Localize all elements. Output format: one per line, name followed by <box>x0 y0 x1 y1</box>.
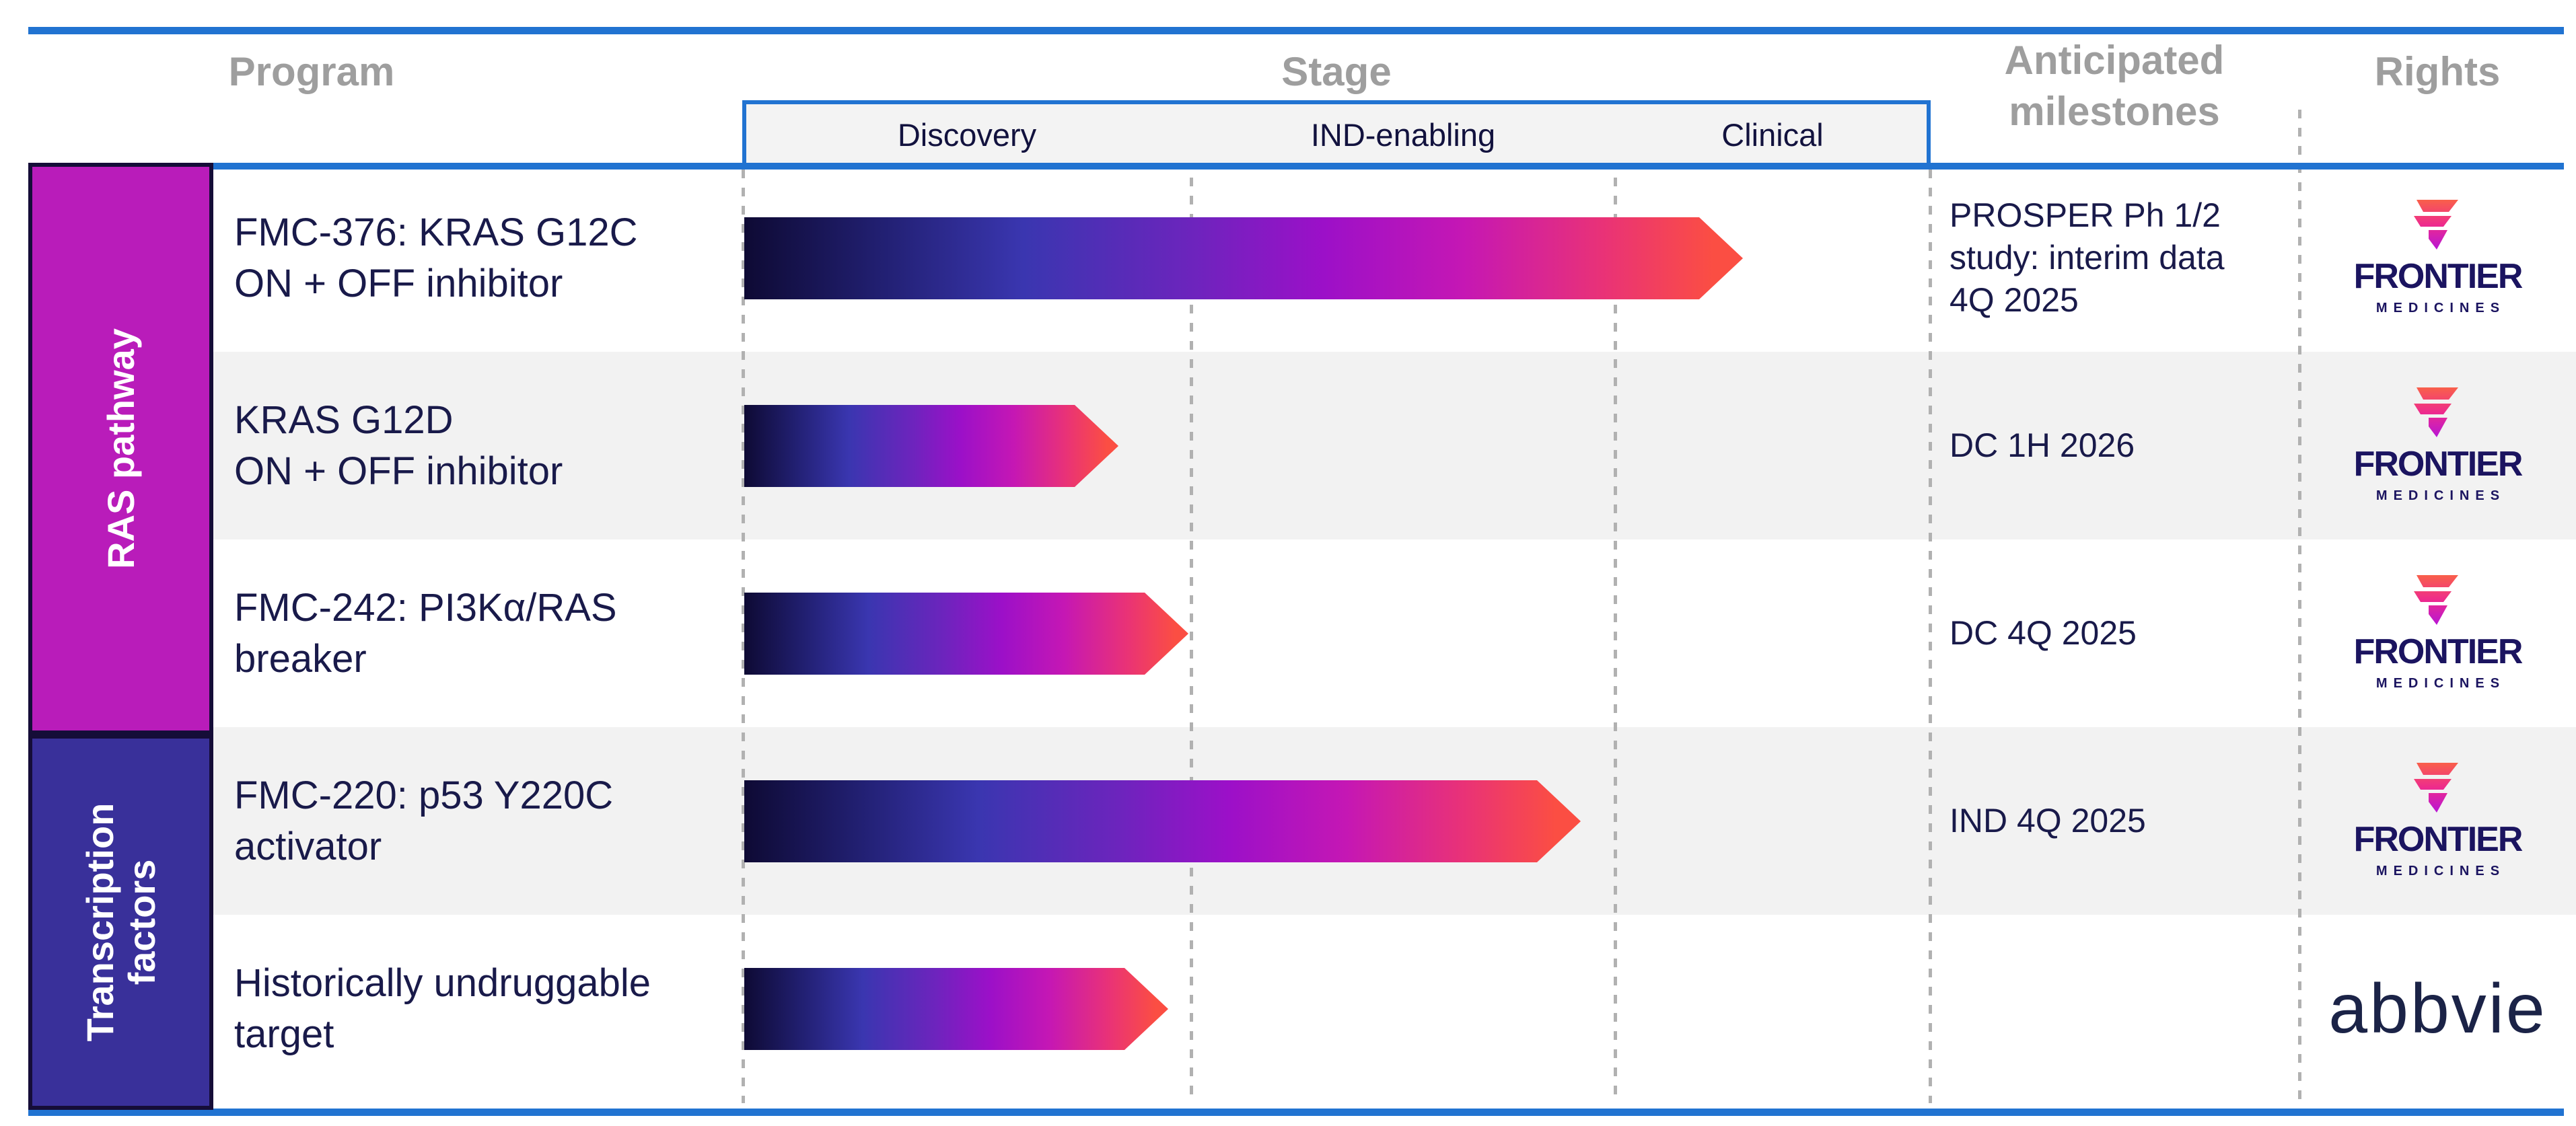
program-line: KRAS G12D <box>234 398 454 442</box>
milestone-line: study: interim data <box>1949 239 2225 276</box>
pipeline-row-fmc220: FMC-220: p53 Y220C activator IND 4Q 2025… <box>213 727 2576 915</box>
frontier-subtext: MEDICINES <box>2375 301 2506 315</box>
column-separator <box>742 170 745 1103</box>
pipeline-row-fmc242: FMC-242: PI3Kα/RAS breaker DC 4Q 2025 FR… <box>213 539 2576 727</box>
top-rule <box>28 27 2564 34</box>
category-transcription-factors: Transcription factors <box>28 735 213 1110</box>
pipeline-row-fmc376: FMC-376: KRAS G12C ON + OFF inhibitor PR… <box>213 164 2576 352</box>
column-header-rights: Rights <box>2374 49 2501 94</box>
milestone-cell: IND 4Q 2025 <box>1949 727 2286 915</box>
program-cell: KRAS G12D ON + OFF inhibitor <box>234 352 725 539</box>
frontier-subtext: MEDICINES <box>2375 676 2506 691</box>
frontier-wordmark: FRONTIER <box>2353 820 2524 859</box>
frontier-f-icon <box>2414 387 2459 437</box>
category-label: RAS pathway <box>99 328 142 569</box>
stage-label-ind-enabling: IND-enabling <box>1310 117 1496 153</box>
rights-cell: FRONTIER MEDICINES <box>2299 164 2576 352</box>
program-line: ON + OFF inhibitor <box>234 261 563 305</box>
rights-cell: FRONTIER MEDICINES <box>2299 539 2576 727</box>
program-line: activator <box>234 824 382 868</box>
frontier-wordmark: FRONTIER <box>2353 632 2524 671</box>
program-line: FMC-242: PI3Kα/RAS <box>234 585 617 630</box>
bottom-rule <box>28 1109 2564 1116</box>
column-header-milestones: Anticipated milestones <box>1939 35 2289 137</box>
header-bottom-rule <box>28 163 2564 170</box>
column-separator <box>1929 170 1932 1103</box>
column-separator <box>1614 105 1617 1103</box>
rights-cell: abbvie <box>2299 915 2576 1103</box>
program-line: breaker <box>234 636 367 681</box>
category-label: Transcription factors <box>78 802 163 1042</box>
program-line: FMC-220: p53 Y220C <box>234 773 614 817</box>
column-header-milestones-line1: Anticipated <box>2004 38 2225 83</box>
frontier-f-icon <box>2414 200 2459 250</box>
rights-cell: FRONTIER MEDICINES <box>2299 352 2576 539</box>
milestone-cell: DC 4Q 2025 <box>1949 539 2286 727</box>
program-line: ON + OFF inhibitor <box>234 449 563 493</box>
program-cell: FMC-220: p53 Y220C activator <box>234 727 725 915</box>
stage-progress-arrow <box>744 405 1118 487</box>
program-line: Historically undruggable <box>234 961 651 1005</box>
milestone-line: 4Q 2025 <box>1949 281 2079 319</box>
milestone-line: DC 4Q 2025 <box>1949 614 2137 652</box>
stage-progress-arrow <box>744 217 1743 299</box>
rights-cell: FRONTIER MEDICINES <box>2299 727 2576 915</box>
program-cell: FMC-242: PI3Kα/RAS breaker <box>234 539 725 727</box>
stage-progress-arrow <box>744 780 1581 862</box>
pipeline-row-undruggable-target: Historically undruggable target abbvie <box>213 915 2576 1103</box>
category-ras-pathway: RAS pathway <box>28 163 213 735</box>
milestone-line: DC 1H 2026 <box>1949 426 2135 464</box>
program-cell: Historically undruggable target <box>234 915 725 1103</box>
frontier-medicines-logo: FRONTIER MEDICINES <box>2353 763 2524 879</box>
stage-label-clinical: Clinical <box>1721 117 1824 153</box>
stage-progress-arrow <box>744 593 1188 675</box>
milestone-line: PROSPER Ph 1/2 <box>1949 196 2221 234</box>
frontier-medicines-logo: FRONTIER MEDICINES <box>2353 200 2524 316</box>
column-header-stage: Stage <box>1281 49 1392 94</box>
frontier-wordmark: FRONTIER <box>2353 257 2524 296</box>
frontier-f-icon <box>2414 763 2459 813</box>
stage-progress-arrow <box>744 968 1168 1050</box>
column-separator <box>1190 105 1193 1103</box>
milestone-line: IND 4Q 2025 <box>1949 802 2146 839</box>
program-line: target <box>234 1012 334 1056</box>
program-line: FMC-376: KRAS G12C <box>234 210 638 254</box>
frontier-subtext: MEDICINES <box>2375 864 2506 878</box>
frontier-medicines-logo: FRONTIER MEDICINES <box>2353 387 2524 504</box>
program-cell: FMC-376: KRAS G12C ON + OFF inhibitor <box>234 164 725 352</box>
column-header-milestones-line2: milestones <box>2009 89 2220 134</box>
milestone-cell: DC 1H 2026 <box>1949 352 2286 539</box>
stage-label-discovery: Discovery <box>897 117 1037 153</box>
milestone-cell: PROSPER Ph 1/2 study: interim data 4Q 20… <box>1949 164 2286 352</box>
pipeline-row-krasg12d: KRAS G12D ON + OFF inhibitor DC 1H 2026 … <box>213 352 2576 539</box>
abbvie-logo: abbvie <box>2328 969 2547 1048</box>
frontier-subtext: MEDICINES <box>2375 488 2506 503</box>
column-separator <box>2298 110 2301 1103</box>
frontier-wordmark: FRONTIER <box>2353 445 2524 484</box>
column-header-program: Program <box>228 49 395 94</box>
frontier-f-icon <box>2414 575 2459 625</box>
frontier-medicines-logo: FRONTIER MEDICINES <box>2353 575 2524 691</box>
